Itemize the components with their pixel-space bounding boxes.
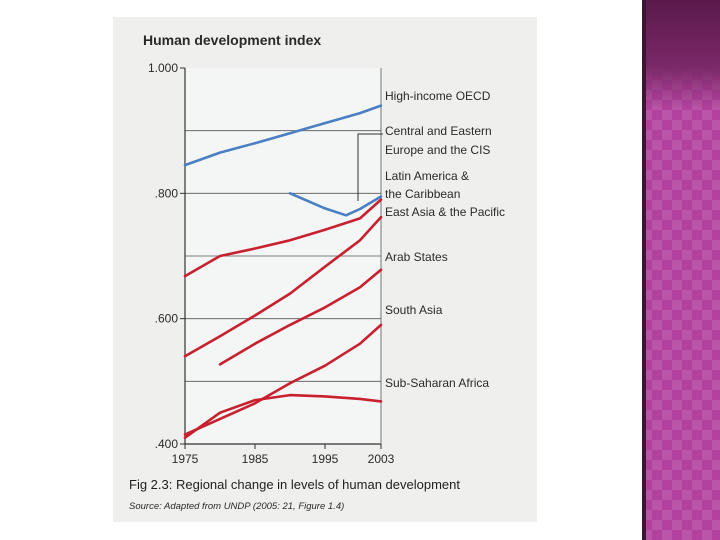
series-label: South Asia	[385, 303, 443, 317]
series-line	[183, 323, 383, 436]
figure-source: Source: Adapted from UNDP (2005: 21, Fig…	[129, 501, 344, 512]
series-line	[183, 198, 383, 278]
x-tick-label: 1985	[242, 452, 269, 466]
figure-photo: Human development index .400 .600 .800 1.00…	[113, 17, 537, 522]
y-tick-label: .400	[155, 437, 179, 451]
x-tick-label: 1975	[172, 452, 199, 466]
series-label: High-income OECD	[385, 89, 491, 103]
series-label: East Asia & the Pacific	[385, 205, 505, 219]
series-line	[183, 393, 383, 440]
series-line	[183, 215, 383, 358]
label-leader-line	[357, 133, 383, 201]
series-line	[183, 104, 383, 167]
y-tick-label: .800	[155, 186, 179, 200]
series-lines	[183, 104, 383, 440]
series-labels: High-income OECD Central and Eastern Europ…	[357, 89, 505, 390]
series-label: the Caribbean	[385, 187, 460, 201]
series-label: Central and Eastern	[385, 124, 492, 138]
y-tick-label: .600	[155, 312, 179, 326]
series-label: Europe and the CIS	[385, 143, 490, 157]
figure-caption: Fig 2.3: Regional change in levels of hu…	[129, 477, 460, 492]
side-panel-shade	[642, 0, 720, 110]
chart-title: Human development index	[143, 32, 321, 48]
series-label: Arab States	[385, 250, 448, 264]
line-chart: Human development index .400 .600 .800 1.00…	[129, 32, 505, 512]
series-line	[288, 192, 383, 217]
series-line	[218, 268, 383, 366]
x-tick-label: 1995	[312, 452, 339, 466]
side-panel-edge	[642, 0, 646, 540]
x-tick-label: 2003	[368, 452, 395, 466]
y-tick-label: 1.000	[148, 61, 178, 75]
series-label: Latin America &	[385, 169, 469, 183]
axes: .400 .600 .800 1.000 1975 1985 1995 2003	[148, 61, 395, 466]
series-label: Sub-Saharan Africa	[385, 376, 489, 390]
